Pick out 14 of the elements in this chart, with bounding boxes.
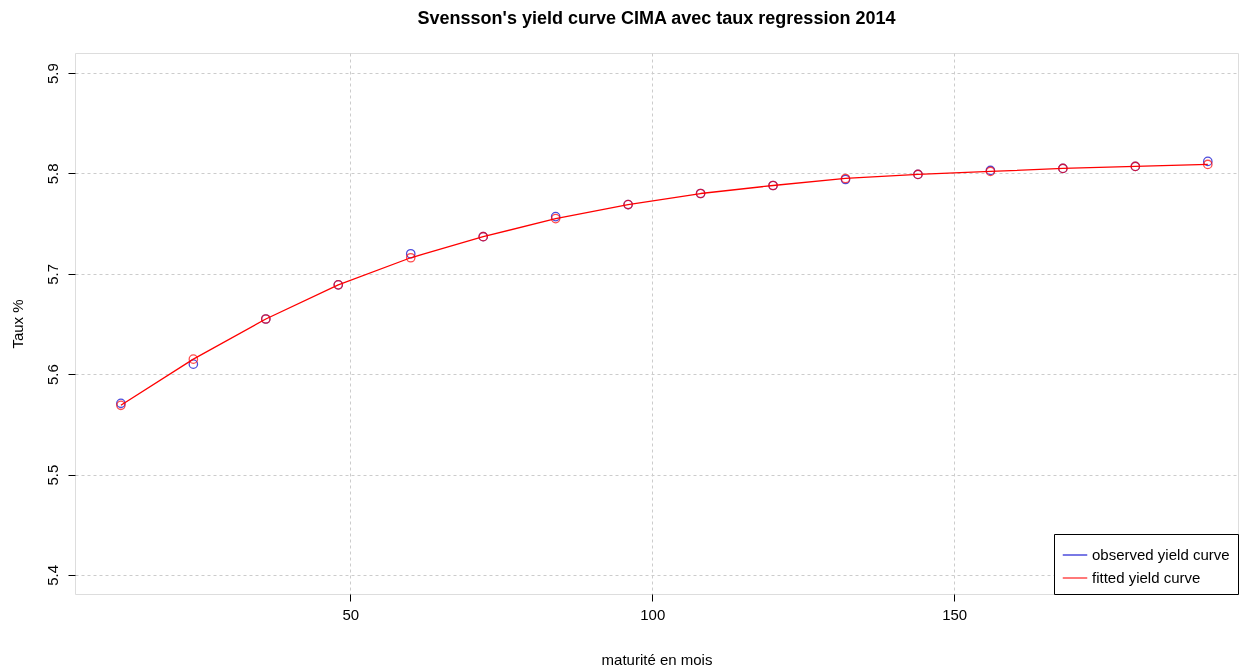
chart-title: Svensson's yield curve CIMA avec taux regression 2014 bbox=[417, 8, 896, 28]
y-tick-label: 5.8 bbox=[43, 163, 61, 185]
y-tick-label: 5.5 bbox=[43, 464, 61, 486]
legend-label: observed yield curve bbox=[1092, 546, 1230, 563]
x-tick-label: 50 bbox=[342, 605, 360, 623]
legend-label: fitted yield curve bbox=[1092, 569, 1201, 586]
y-tick-label: 5.6 bbox=[43, 364, 61, 386]
x-tick-label: 150 bbox=[942, 605, 968, 623]
y-axis-title: Taux % bbox=[8, 299, 26, 349]
y-tick-label: 5.7 bbox=[43, 263, 61, 285]
x-axis-title: maturité en mois bbox=[601, 650, 713, 668]
y-tick-label: 5.4 bbox=[43, 565, 61, 586]
y-tick-label: 5.9 bbox=[43, 63, 61, 84]
x-tick-label: 100 bbox=[640, 605, 666, 623]
